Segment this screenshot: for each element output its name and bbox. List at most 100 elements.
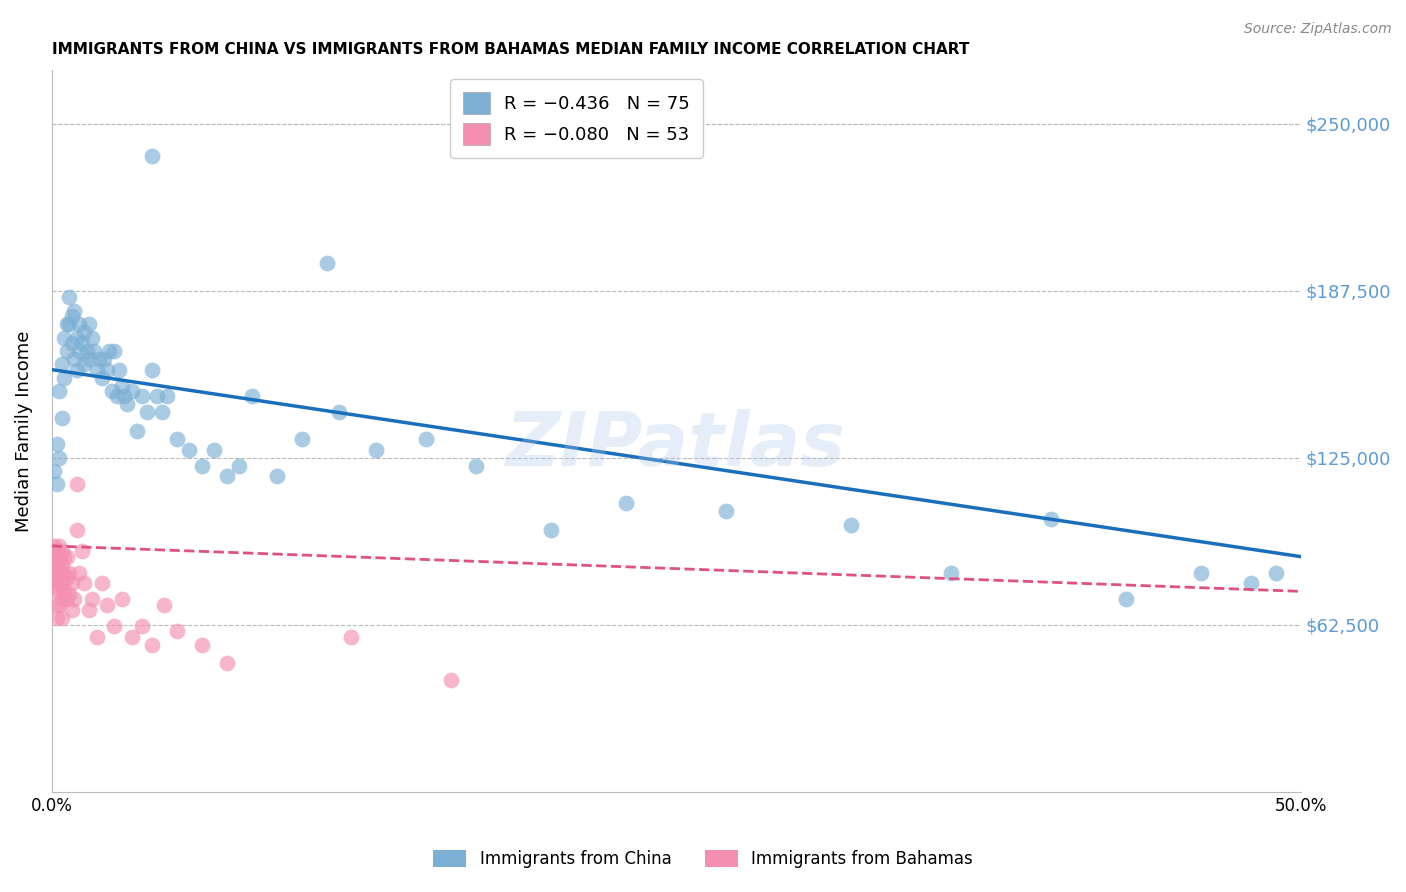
Point (145, 389, 167, 403)
Point (190, 458, 212, 473)
Point (45, 477, 67, 491)
Point (44, 576, 66, 591)
Point (179, 442, 201, 457)
Y-axis label: Median Family Income: Median Family Income (15, 330, 32, 532)
Point (73, 576, 96, 591)
Point (58, 317, 80, 331)
Point (45, 437, 67, 451)
Point (60, 576, 83, 591)
Point (51, 558, 73, 572)
Point (328, 405, 350, 419)
Point (215, 657, 238, 671)
Point (63, 303, 86, 318)
Point (215, 469, 238, 483)
Point (614, 496, 637, 510)
Point (77, 351, 100, 366)
Point (315, 256, 337, 270)
Point (415, 432, 437, 446)
Point (60, 603, 83, 617)
Point (44, 571, 66, 585)
Point (73, 325, 96, 339)
Point (190, 638, 212, 652)
Point (86, 630, 108, 644)
Point (73, 357, 96, 371)
Text: IMMIGRANTS FROM CHINA VS IMMIGRANTS FROM BAHAMAS MEDIAN FAMILY INCOME CORRELATIO: IMMIGRANTS FROM CHINA VS IMMIGRANTS FROM… (52, 42, 969, 57)
Point (1039, 512, 1062, 526)
Point (77, 317, 100, 331)
Point (48, 566, 70, 580)
Point (63, 592, 86, 607)
Point (714, 504, 737, 518)
Point (45, 611, 67, 625)
Point (1264, 566, 1286, 580)
Point (141, 149, 163, 163)
Point (55, 317, 77, 331)
Point (1240, 576, 1263, 591)
Point (103, 619, 125, 633)
Point (121, 630, 143, 644)
Point (86, 362, 108, 376)
Text: Source: ZipAtlas.com: Source: ZipAtlas.com (1244, 22, 1392, 37)
Point (58, 291, 80, 305)
Point (53, 566, 76, 580)
Point (540, 523, 562, 537)
Point (67, 317, 90, 331)
Point (53, 584, 76, 599)
Point (80, 592, 103, 607)
Point (45, 558, 67, 572)
Point (111, 592, 134, 607)
Point (96, 362, 118, 376)
Point (228, 458, 250, 473)
Point (55, 549, 77, 564)
Point (55, 592, 77, 607)
Point (131, 619, 153, 633)
Point (96, 598, 118, 612)
Point (66, 477, 89, 491)
Point (240, 389, 263, 403)
Point (44, 558, 66, 572)
Point (156, 389, 179, 403)
Point (115, 397, 138, 411)
Point (53, 549, 76, 564)
Point (51, 576, 73, 591)
Point (98, 343, 121, 358)
Point (44, 539, 66, 553)
Point (93, 351, 115, 366)
Point (51, 592, 73, 607)
Point (51, 357, 73, 371)
Legend: Immigrants from China, Immigrants from Bahamas: Immigrants from China, Immigrants from B… (426, 843, 980, 875)
Point (70, 544, 93, 558)
Point (51, 611, 73, 625)
Point (63, 351, 86, 366)
Point (266, 469, 288, 483)
Point (66, 362, 89, 376)
Point (112, 389, 135, 403)
Point (48, 582, 70, 596)
Point (53, 330, 76, 344)
Point (58, 566, 80, 580)
Point (153, 598, 176, 612)
Point (48, 384, 70, 398)
Point (77, 603, 100, 617)
Point (100, 384, 122, 398)
Point (44, 464, 66, 478)
Point (90, 576, 112, 591)
Point (48, 539, 70, 553)
Point (48, 552, 70, 566)
Point (66, 523, 89, 537)
Point (60, 309, 83, 323)
Point (90, 370, 112, 384)
Point (67, 343, 90, 358)
Point (55, 571, 77, 585)
Point (465, 458, 488, 473)
Point (141, 638, 163, 652)
Point (44, 549, 66, 564)
Point (105, 389, 128, 403)
Point (70, 335, 93, 350)
Point (108, 362, 131, 376)
Point (45, 584, 67, 599)
Point (48, 450, 70, 465)
Point (150, 405, 173, 419)
Point (89, 351, 111, 366)
Point (131, 389, 153, 403)
